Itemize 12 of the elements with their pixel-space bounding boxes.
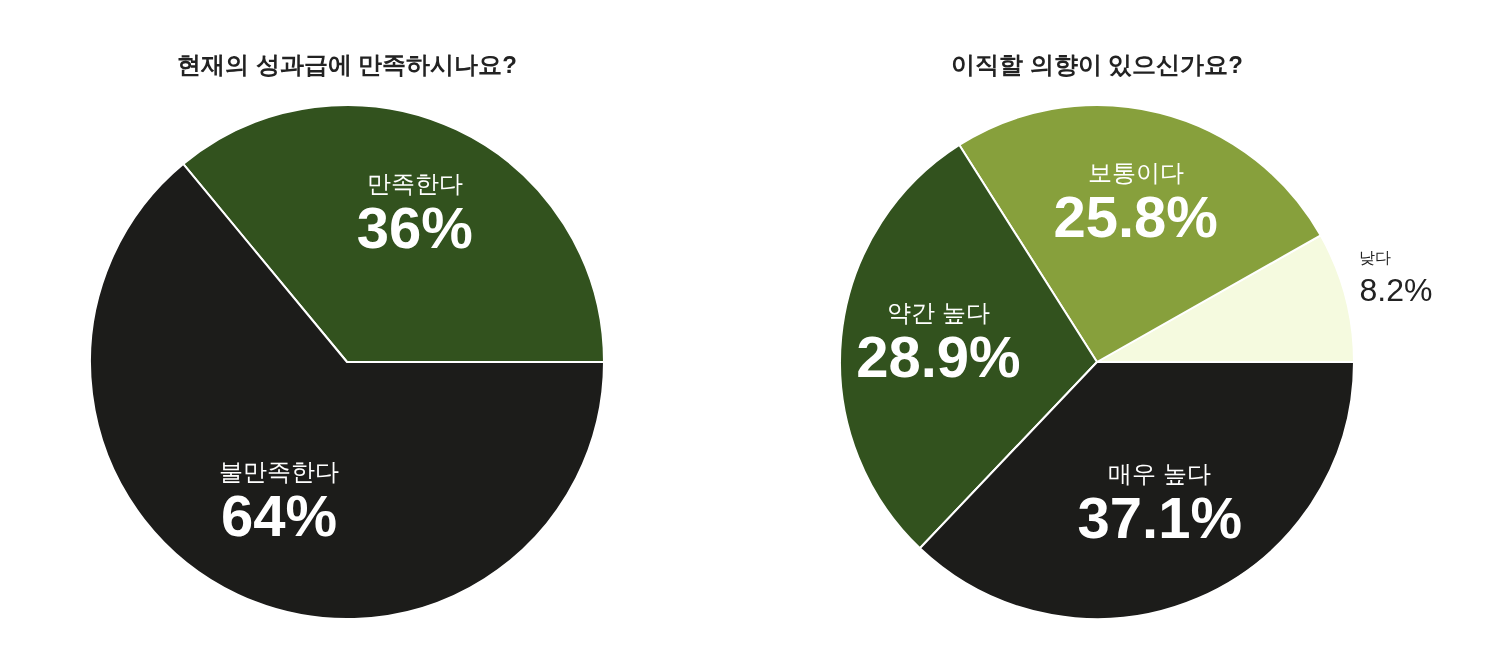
slice-label: 약간 높다 bbox=[887, 298, 990, 326]
chart-title: 이직할 의향이 있으신가요? bbox=[951, 51, 1243, 78]
slice-label: 불만족한다 bbox=[219, 458, 340, 486]
data-label: 8.2% bbox=[1359, 271, 1433, 308]
data-label: 25.8% bbox=[1053, 184, 1218, 250]
chart-title: 현재의 성과급에 만족하시나요? bbox=[177, 51, 517, 78]
slice-label: 만족한다 bbox=[366, 169, 463, 197]
slice-label: 매우 높다 bbox=[1108, 460, 1212, 488]
slice-label: 낮다 bbox=[1359, 248, 1392, 266]
slice-label: 보통이다 bbox=[1087, 159, 1184, 187]
data-label: 37.1% bbox=[1077, 485, 1243, 551]
data-label: 64% bbox=[221, 483, 338, 549]
